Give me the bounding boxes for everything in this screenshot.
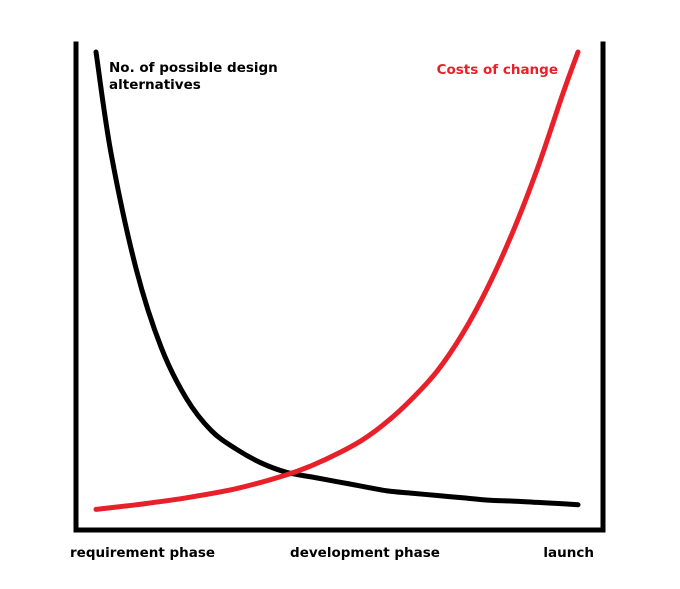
label-layer: No. of possible design alternatives Costs …	[70, 60, 594, 561]
series-label-line: Costs of change	[437, 62, 558, 78]
x-tick-label: launch	[543, 545, 594, 561]
series-label-costs-of-change: Costs of change	[437, 62, 558, 78]
series-layer	[93, 49, 581, 512]
x-tick-label: requirement phase	[70, 545, 215, 561]
series-label-line: No. of possible design	[109, 60, 278, 76]
series-line-design-alternatives	[93, 49, 581, 508]
series-label-design-alternatives: No. of possible design alternatives	[109, 60, 278, 93]
x-tick-label: development phase	[290, 545, 440, 561]
series-label-line: alternatives	[109, 77, 201, 93]
axes	[73, 41, 606, 533]
series-line-costs-of-change	[93, 49, 581, 512]
